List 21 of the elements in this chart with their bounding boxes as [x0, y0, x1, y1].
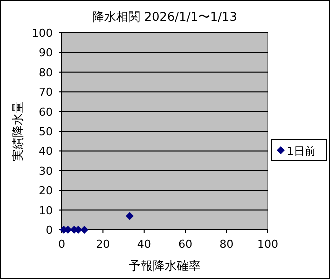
legend-label: 1日前: [287, 145, 316, 158]
y-tick-label: 0: [46, 224, 53, 237]
y-tick-label: 80: [39, 66, 53, 80]
x-tick-label: 40: [137, 238, 152, 251]
y-tick-label: 70: [39, 86, 53, 100]
x-axis-title: 予報降水確率: [129, 259, 201, 273]
x-tick-label: 80: [220, 238, 234, 251]
x-tick-label: 100: [258, 238, 278, 251]
x-tick-label: 20: [96, 238, 110, 251]
y-tick-label: 100: [32, 27, 53, 40]
chart-title: 降水相関 2026/1/1〜1/13: [92, 10, 238, 24]
y-tick-label: 90: [39, 46, 53, 60]
x-tick-label: 60: [178, 238, 193, 251]
y-axis-title: 実績降水量: [11, 102, 25, 162]
y-tick-label: 50: [39, 126, 53, 138]
y-tick-label: 30: [39, 164, 53, 178]
y-tick-label: 40: [39, 145, 53, 158]
y-tick-label: 20: [39, 184, 53, 198]
y-tick-label: 60: [39, 106, 53, 119]
x-tick-label: 0: [58, 238, 66, 251]
y-tick-label: 10: [39, 204, 53, 218]
